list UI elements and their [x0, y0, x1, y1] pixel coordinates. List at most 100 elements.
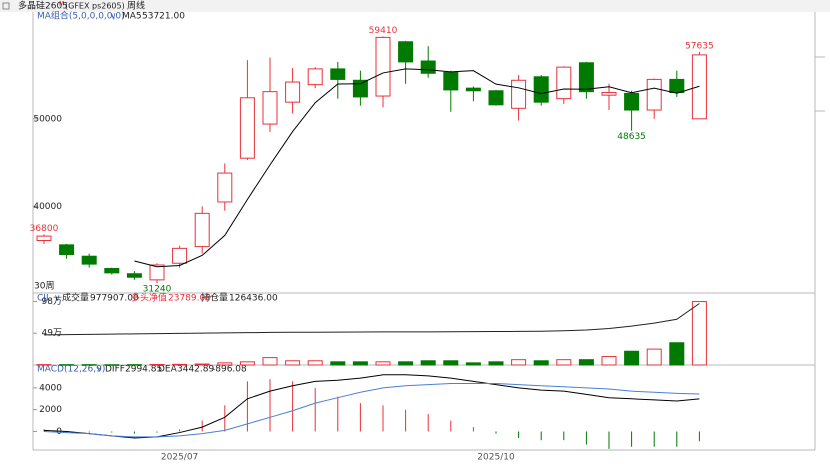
- annotation: 59410: [369, 26, 398, 36]
- ma-title[interactable]: MA组合(5,0,0,0,0,0): [37, 10, 125, 22]
- symbol: 多晶硅2605: [18, 0, 68, 12]
- volume-bar: [239, 361, 255, 366]
- candle-body: [172, 247, 188, 264]
- volume-bar: [262, 357, 278, 366]
- volume-bar: [126, 364, 142, 366]
- volume-bar: [330, 361, 346, 366]
- annotation: 36800: [30, 224, 59, 234]
- volume-bar: [104, 364, 120, 366]
- oi-readout: 126436.00: [229, 294, 278, 304]
- dropdown[interactable]: ∨: [96, 365, 103, 375]
- volume-bar: [217, 362, 233, 366]
- candle-body: [578, 62, 594, 93]
- volume-bar: [556, 359, 572, 366]
- macd-title[interactable]: MACD(12,26,9): [37, 365, 105, 375]
- diff-readout: 2994.85: [125, 365, 162, 375]
- candle-body: [36, 235, 52, 241]
- ma-readout: 53721.00: [142, 12, 185, 22]
- dropdown[interactable]: ∨: [54, 294, 61, 304]
- candle-body: [601, 92, 617, 96]
- code: (GFEX ps2605): [65, 2, 125, 11]
- volume-bar: [691, 301, 707, 366]
- candle-body: [217, 172, 233, 203]
- period-label: 30周: [34, 281, 54, 292]
- superscript: M: [59, 1, 64, 8]
- volume-bar: [669, 342, 685, 366]
- volume-bar: [307, 360, 323, 366]
- y-tick-label: 98万: [42, 297, 62, 307]
- oi-name: 持仓量: [201, 292, 228, 304]
- vol-indicator[interactable]: CJL: [37, 294, 51, 304]
- vol-name: 成交量: [62, 292, 89, 304]
- candle-body: [149, 264, 165, 281]
- candle-body: [330, 68, 346, 80]
- line: [43, 303, 700, 336]
- volume-bar: [511, 359, 527, 366]
- header-bar: [0, 0, 830, 12]
- candle-body: [556, 66, 572, 100]
- volume-bar: [624, 350, 640, 366]
- candle-body: [511, 79, 527, 109]
- candle-body: [239, 97, 255, 159]
- candle-body: [443, 71, 459, 91]
- line: [134, 68, 700, 268]
- candle-body: [465, 87, 481, 92]
- volume-bar: [149, 363, 165, 366]
- volume-bar: [578, 359, 594, 366]
- net-long-name: 多头净值: [131, 292, 167, 304]
- volume-bar: [81, 364, 97, 366]
- candle-body: [533, 76, 549, 103]
- y-tick-label: 49万: [42, 329, 62, 339]
- net-long-readout: 23789.00: [168, 294, 211, 304]
- volume-bar: [285, 360, 301, 366]
- volume-bar: [375, 361, 391, 366]
- ma-name: MA5: [122, 12, 142, 22]
- annotation: 31240: [143, 285, 172, 295]
- candle-body: [59, 244, 75, 255]
- candle-body: [307, 68, 323, 86]
- candle-body: [352, 79, 368, 98]
- y-tick-label: 2000: [39, 405, 62, 415]
- vol-readout: 977907.00: [90, 294, 139, 304]
- candle-body: [104, 267, 120, 274]
- volume-bar: [420, 360, 436, 366]
- y-tick-label: 40000: [33, 202, 62, 212]
- diff-name: DIFF: [105, 365, 125, 375]
- candle-body: [81, 255, 97, 265]
- header-icon[interactable]: [2, 2, 10, 10]
- candle-body: [398, 41, 414, 63]
- macd-readout: -896.08: [212, 365, 247, 375]
- candle-body: [669, 78, 685, 94]
- period[interactable]: 周线: [127, 0, 145, 12]
- candle-body: [285, 81, 301, 103]
- dea-name: DEA: [158, 365, 178, 375]
- volume-bar: [172, 363, 188, 366]
- dea-readout: 3442.89: [177, 365, 214, 375]
- volume-bar: [465, 362, 481, 366]
- candle-body: [262, 91, 278, 125]
- candle-body: [194, 212, 210, 248]
- dropdown[interactable]: ∨: [110, 12, 117, 22]
- volume-bar: [36, 364, 52, 366]
- candle-body: [646, 78, 662, 111]
- volume-bar: [352, 361, 368, 366]
- candle-body: [420, 60, 436, 74]
- candle-body: [375, 36, 391, 97]
- candle-body: [126, 273, 142, 278]
- x-tick-label: 2025/07: [161, 453, 198, 463]
- volume-bar: [646, 348, 662, 366]
- annotation: 48635: [617, 132, 646, 142]
- candle-body: [624, 92, 640, 111]
- volume-bar: [59, 364, 75, 366]
- y-tick-label: 4000: [39, 383, 62, 393]
- candle-body: [488, 90, 504, 106]
- candle-body: [691, 54, 707, 120]
- volume-bar: [601, 356, 617, 366]
- x-tick-label: 2025/10: [477, 453, 515, 463]
- volume-bar: [398, 361, 414, 366]
- y-tick-label: 50000: [33, 114, 62, 124]
- volume-bar: [533, 360, 549, 366]
- line: [43, 383, 700, 438]
- volume-bar: [194, 363, 210, 366]
